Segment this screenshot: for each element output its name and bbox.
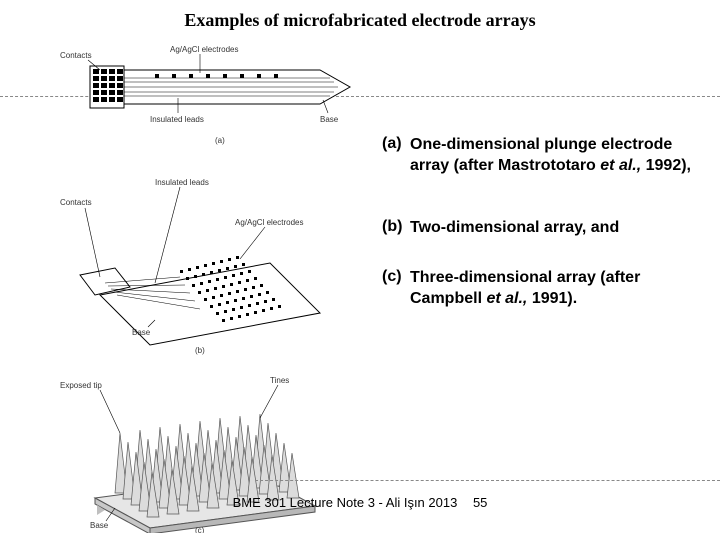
item-b: (b) Two-dimensional array, and <box>382 218 700 239</box>
figure-a-caption: (a) <box>215 136 225 145</box>
item-b-body: Two-dimensional array, and <box>410 218 700 239</box>
figure-a: Contacts Ag/AgCl electrodes Insulated le… <box>60 40 370 150</box>
item-c-body: Three-dimensional array (after Campbell … <box>410 268 700 310</box>
item-b-letter: (b) <box>382 218 410 239</box>
label-base-b: Base <box>132 328 151 337</box>
label-leads-b: Insulated leads <box>155 178 209 187</box>
item-a: (a) One-dimensional plunge electrode arr… <box>382 135 700 177</box>
label-electrodes-a: Ag/AgCl electrodes <box>170 45 238 54</box>
figure-b: Contacts Insulated leads Ag/AgCl electro… <box>60 165 340 355</box>
item-b-text-before: Two-dimensional array, and <box>410 219 619 236</box>
label-base-c: Base <box>90 521 109 530</box>
label-tines-c: Tines <box>270 376 289 385</box>
label-leads-a: Insulated leads <box>150 115 204 124</box>
figure-b-caption: (b) <box>195 346 205 355</box>
item-c-italic: et al., <box>486 290 527 307</box>
label-contacts-a: Contacts <box>60 51 92 60</box>
item-c-letter: (c) <box>382 268 410 310</box>
slide-footer: BME 301 Lecture Note 3 - Ali Işın 2013 5… <box>0 495 720 510</box>
item-c-text-after: 1991). <box>527 290 577 307</box>
label-tip-c: Exposed tip <box>60 381 102 390</box>
footer-text: BME 301 Lecture Note 3 - Ali Işın 2013 <box>233 495 458 510</box>
label-base-a: Base <box>320 115 339 124</box>
slide-title: Examples of microfabricated electrode ar… <box>0 10 720 31</box>
page-number: 55 <box>473 495 487 510</box>
label-contacts-b: Contacts <box>60 198 92 207</box>
figure-c-caption: (c) <box>195 526 205 533</box>
dashed-rule-bottom <box>255 480 720 481</box>
item-c: (c) Three-dimensional array (after Campb… <box>382 268 700 310</box>
item-a-text-after: 1992), <box>641 157 691 174</box>
item-a-letter: (a) <box>382 135 410 177</box>
item-a-italic: et al., <box>600 157 641 174</box>
label-electrodes-b: Ag/AgCl electrodes <box>235 218 303 227</box>
item-a-body: One-dimensional plunge electrode array (… <box>410 135 700 177</box>
